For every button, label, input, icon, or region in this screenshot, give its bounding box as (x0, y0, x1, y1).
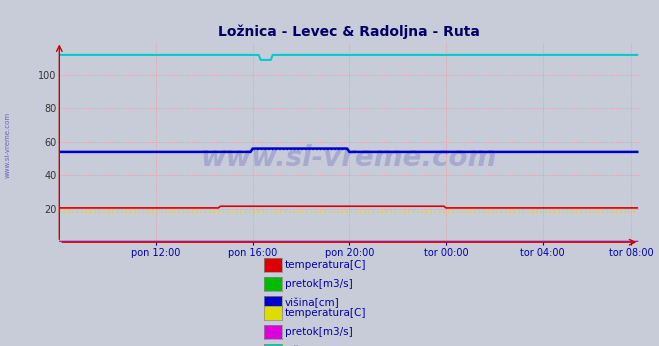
Text: temperatura[C]: temperatura[C] (285, 308, 366, 318)
Text: pretok[m3/s]: pretok[m3/s] (285, 327, 353, 337)
Text: www.si-vreme.com: www.si-vreme.com (5, 112, 11, 179)
Title: Ložnica - Levec & Radoljna - Ruta: Ložnica - Levec & Radoljna - Ruta (218, 25, 480, 39)
Text: pretok[m3/s]: pretok[m3/s] (285, 279, 353, 289)
Text: temperatura[C]: temperatura[C] (285, 260, 366, 270)
Text: višina[cm]: višina[cm] (285, 298, 339, 308)
Text: www.si-vreme.com: www.si-vreme.com (201, 144, 498, 172)
